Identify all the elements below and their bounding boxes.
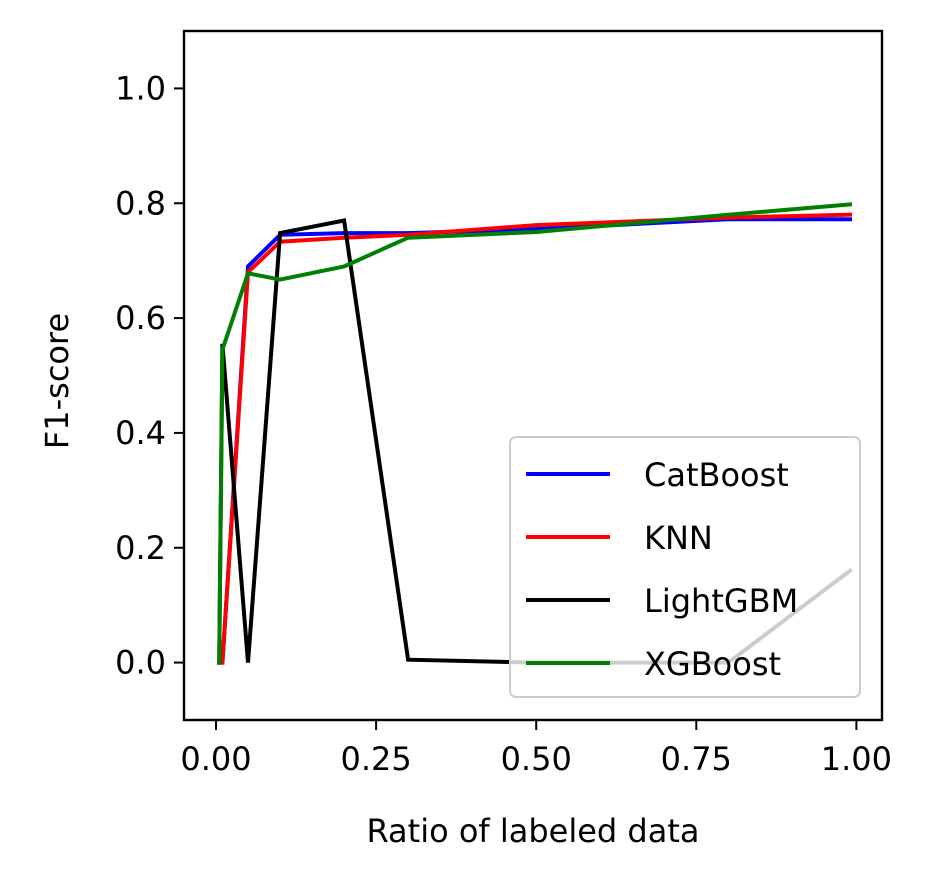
legend-label-xgboost: XGBoost <box>644 645 781 683</box>
y-tick-label: 1.0 <box>115 69 166 107</box>
y-axis: 0.0 0.2 0.4 0.6 0.8 1.0 <box>115 69 184 682</box>
plot-frame <box>182 29 884 722</box>
x-tick-label: 0.75 <box>661 740 732 778</box>
legend-label-catboost: CatBoost <box>644 456 789 494</box>
y-tick-label: 0.8 <box>115 184 166 222</box>
y-tick-label: 0.2 <box>115 529 166 567</box>
legend-box <box>509 436 861 698</box>
x-axis-label: Ratio of labeled data <box>367 812 700 850</box>
series-line-xgboost <box>217 202 853 665</box>
x-axis: 0.00 0.25 0.50 0.75 1.00 <box>180 720 892 778</box>
y-tick-label: 0.4 <box>115 414 166 452</box>
x-tick-label: 0.50 <box>501 740 572 778</box>
x-tick-label: 0.00 <box>180 740 251 778</box>
legend: CatBoost KNN LightGBM XGBoost <box>509 436 861 698</box>
y-tick-label: 0.6 <box>115 299 166 337</box>
y-tick-label: 0.0 <box>115 644 166 682</box>
y-axis-label: F1-score <box>38 313 76 449</box>
legend-label-knn: KNN <box>644 519 713 557</box>
legend-label-lightgbm: LightGBM <box>644 582 798 620</box>
series-layer <box>217 202 853 665</box>
x-tick-label: 1.00 <box>821 740 892 778</box>
x-tick-label: 0.25 <box>340 740 411 778</box>
